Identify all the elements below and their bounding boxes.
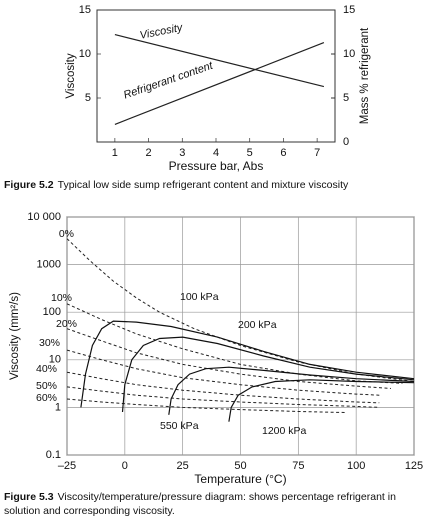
series-label: 60%: [36, 392, 57, 404]
x-axis-label: Pressure bar, Abs: [169, 159, 264, 173]
y2-tick-label: 0: [343, 136, 349, 148]
series-label: 50%: [36, 380, 57, 392]
caption-label: Figure 5.3: [4, 491, 54, 503]
series-line: [66, 349, 380, 396]
x-tick-label: 4: [213, 147, 219, 159]
y-tick-label: 10 000: [27, 211, 61, 223]
caption-1: Figure 5.2 Typical low side sump refriger…: [4, 178, 424, 192]
caption-text: Typical low side sump refrigerant conten…: [57, 179, 349, 191]
series-line: [121, 336, 415, 413]
series-line: [66, 238, 415, 382]
y-tick-label: 10: [79, 48, 91, 60]
x-tick-label: 50: [234, 460, 246, 472]
y2-tick-label: 15: [343, 4, 355, 16]
x-tick-label: 1: [112, 147, 118, 159]
caption-label: Figure 5.2: [4, 179, 54, 191]
y-tick-label: 1000: [37, 259, 61, 271]
y-axis-label: Viscosity: [65, 53, 77, 98]
x-tick-label: 75: [292, 460, 304, 472]
x-tick-label: 125: [405, 460, 423, 472]
series-line: [66, 398, 345, 413]
series-line: [80, 320, 415, 408]
series-label: 10%: [51, 292, 72, 304]
y2-axis-label: Mass % refrigerant: [359, 27, 371, 124]
y-tick-label: 1: [55, 401, 61, 413]
x-tick-label: 25: [177, 460, 189, 472]
series-line: [168, 366, 415, 415]
x-tick-label: 0: [122, 460, 128, 472]
x-tick-label: –25: [58, 460, 76, 472]
series-label: 100 kPa: [180, 291, 219, 303]
x-tick-label: 6: [280, 147, 286, 159]
y-tick-label: 0.1: [46, 449, 61, 461]
y-tick-label: 10: [49, 354, 61, 366]
series-label: 550 kPa: [160, 420, 199, 432]
x-axis-label: Temperature (°C): [194, 472, 286, 486]
y-tick-label: 15: [79, 4, 91, 16]
series-label: 40%: [36, 363, 57, 375]
plot-frame: [96, 9, 336, 143]
series-label: 20%: [56, 318, 77, 330]
y-axis-label: Viscosity (mm²/s): [9, 292, 21, 380]
series-label: 1200 kPa: [262, 425, 307, 437]
caption-2: Figure 5.3 Viscosity/temperature/pressure…: [4, 490, 424, 518]
y-tick-label: 100: [43, 306, 61, 318]
x-tick-label: 3: [179, 147, 185, 159]
x-tick-label: 7: [314, 147, 320, 159]
series-label: Viscosity: [139, 21, 185, 41]
caption-text: Viscosity/temperature/pressure diagram: …: [4, 491, 396, 517]
series-line: [228, 379, 415, 422]
series-line: [66, 303, 403, 384]
series-line: [66, 328, 391, 389]
x-tick-label: 100: [347, 460, 365, 472]
series-label: 0%: [59, 228, 74, 240]
x-tick-label: 2: [146, 147, 152, 159]
y2-tick-label: 5: [343, 92, 349, 104]
y2-tick-label: 10: [343, 48, 355, 60]
y-tick-label: 5: [85, 92, 91, 104]
x-tick-label: 5: [247, 147, 253, 159]
series-label: Refrigerant content: [122, 59, 215, 101]
series-label: 200 kPa: [238, 319, 277, 331]
series-line: [114, 42, 325, 125]
series-line: [66, 386, 380, 408]
series-line: [114, 34, 325, 88]
series-line: [66, 371, 380, 404]
series-label: 30%: [39, 337, 60, 349]
